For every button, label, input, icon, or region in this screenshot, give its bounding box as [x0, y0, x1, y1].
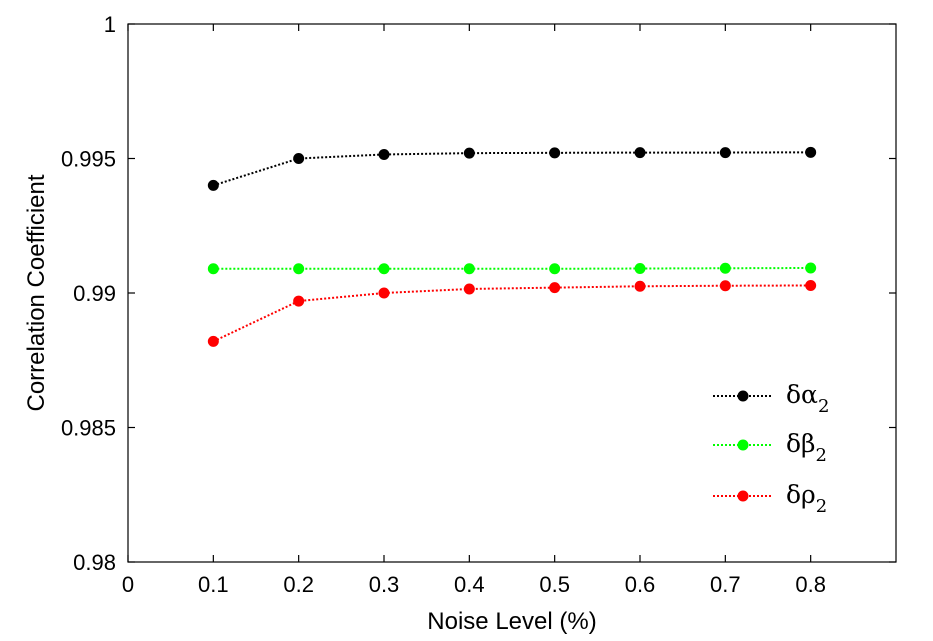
data-point: [207, 335, 219, 347]
data-point: [719, 280, 731, 292]
data-point: [293, 153, 305, 164]
legend-label: δρ2: [786, 480, 827, 517]
legend-item: δα2: [713, 380, 829, 417]
x-tick-label: 0.6: [625, 572, 656, 597]
plot-border: [127, 23, 897, 563]
data-point: [293, 295, 305, 307]
x-tick-label: 0.1: [198, 572, 229, 597]
x-tick-label: 0.8: [795, 572, 826, 597]
x-tick-label: 0.2: [283, 572, 314, 597]
y-axis-ticks: 0.98 0.985 0.99 0.995 1: [61, 12, 896, 575]
legend-marker: [737, 390, 749, 402]
data-point: [805, 146, 817, 158]
data-point: [719, 262, 731, 274]
data-point: [805, 279, 817, 291]
legend-label: δα2: [786, 380, 829, 417]
data-point: [463, 263, 475, 275]
legend-item: δρ2: [713, 480, 827, 517]
y-tick-label: 1: [104, 12, 116, 37]
legend-marker: [737, 439, 749, 451]
data-point: [549, 147, 561, 159]
y-tick-label: 0.99: [73, 281, 116, 306]
x-tick-label: 0.3: [369, 572, 400, 597]
series-line: [213, 266, 811, 270]
data-point: [378, 287, 390, 299]
data-point: [463, 283, 475, 295]
x-axis-label: Noise Level (%): [427, 608, 596, 635]
y-axis-label: Correlation Coefficient: [23, 174, 50, 411]
data-point: [719, 147, 731, 159]
data-point: [805, 262, 817, 274]
data-point: [634, 147, 646, 159]
y-tick-label: 0.985: [61, 416, 116, 441]
y-tick-label: 0.995: [61, 147, 116, 172]
series-2: [207, 262, 817, 275]
x-tick-label: 0.4: [454, 572, 485, 597]
legend-marker: [737, 490, 749, 502]
x-tick-label: 0.7: [710, 572, 741, 597]
data-point: [378, 263, 390, 275]
x-tick-label: 0.5: [539, 572, 570, 597]
series-layer: [207, 146, 817, 347]
data-point: [378, 148, 390, 160]
y-tick-label: 0.98: [73, 550, 116, 575]
series-1: [207, 146, 817, 191]
data-point: [634, 280, 646, 292]
data-point: [549, 263, 561, 275]
data-point: [293, 263, 305, 275]
data-point: [463, 147, 475, 159]
legend-item: δβ2: [713, 429, 827, 466]
data-point: [207, 179, 219, 191]
data-point: [207, 263, 219, 275]
series-3: [207, 279, 817, 347]
legend: δα2 δβ2 δρ2: [713, 380, 829, 517]
x-axis-ticks: 0 0.1 0.2 0.3 0.4 0.5 0.6 0.7 0.8: [122, 24, 826, 597]
data-point: [634, 263, 646, 275]
legend-label: δβ2: [786, 429, 827, 466]
data-point: [549, 282, 561, 294]
series-line: [212, 284, 811, 343]
plot-frame: [127, 23, 897, 563]
x-tick-label: 0: [122, 572, 134, 597]
